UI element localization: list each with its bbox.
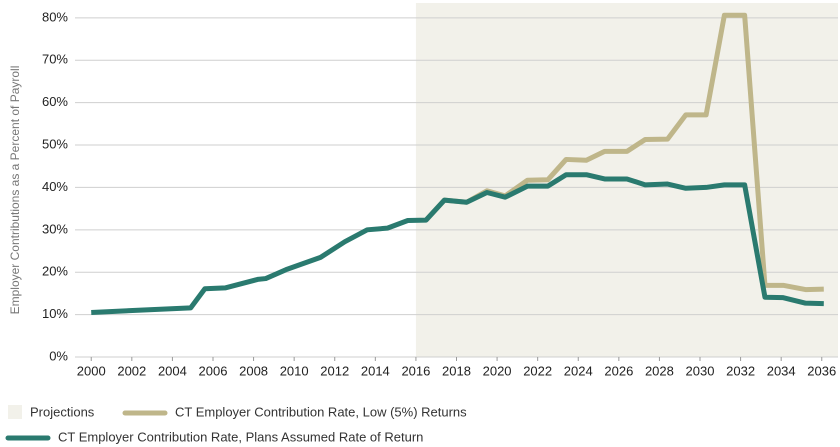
x-tick-label: 2000 [77, 363, 106, 378]
x-tick-label: 2036 [807, 363, 836, 378]
x-tick-label: 2024 [564, 363, 593, 378]
legend-label: CT Employer Contribution Rate, Low (5%) … [175, 404, 467, 419]
x-tick-label: 2022 [523, 363, 552, 378]
y-tick-label: 0% [49, 348, 68, 363]
x-tick-label: 2030 [686, 363, 715, 378]
x-tick-label: 2004 [158, 363, 187, 378]
x-tick-label: 2014 [361, 363, 390, 378]
x-tick-label: 2012 [320, 363, 349, 378]
x-tick-label: 2028 [645, 363, 674, 378]
legend: Projections CT Employer Contribution Rate… [5, 404, 467, 444]
y-tick-label: 80% [42, 9, 68, 24]
x-tick-label: 2002 [117, 363, 146, 378]
x-tick-label: 2010 [280, 363, 309, 378]
x-tick-label: 2008 [239, 363, 268, 378]
x-tick-label: 2026 [604, 363, 633, 378]
data-line [91, 172, 824, 315]
y-tick-label: 60% [42, 94, 68, 109]
x-tick-label: 2020 [483, 363, 512, 378]
y-tick-label: 30% [42, 221, 68, 236]
legend-swatch [8, 405, 22, 419]
x-tick-label: 2016 [401, 363, 430, 378]
x-tick-label: 2006 [199, 363, 228, 378]
x-tick-label: 2034 [767, 363, 796, 378]
x-tick-label: 2018 [442, 363, 471, 378]
x-tick-label: 2032 [726, 363, 755, 378]
y-tick-label: 20% [42, 264, 68, 279]
y-tick-label: 10% [42, 306, 68, 321]
legend-label: Projections [30, 404, 95, 419]
legend-label: CT Employer Contribution Rate, Plans Ass… [58, 429, 423, 444]
y-tick-label: 40% [42, 179, 68, 194]
y-axis-label: Employer Contributions as a Percent of P… [8, 66, 22, 315]
y-tick-label: 70% [42, 52, 68, 67]
y-tick-label: 50% [42, 136, 68, 151]
